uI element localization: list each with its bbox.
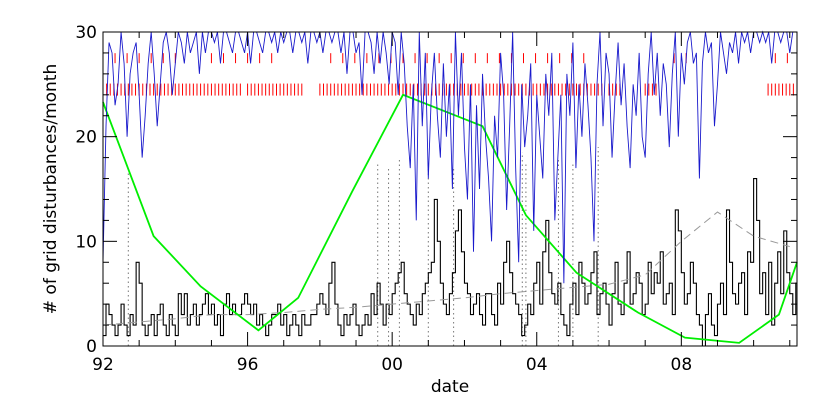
- x-tick-label: 04: [526, 355, 548, 375]
- dotted-marker-group: [127, 147, 599, 346]
- x-tick-label: 08: [671, 355, 693, 375]
- y-tick-label: 30: [75, 23, 97, 43]
- y-tick-label: 20: [75, 128, 97, 148]
- y-tick-label: 0: [86, 337, 97, 357]
- plot-frame: [102, 31, 798, 347]
- y-axis-title: # of grid disturbances/month: [41, 64, 61, 314]
- x-tick-label: 92: [92, 355, 114, 375]
- y-tick-label: 10: [75, 232, 97, 252]
- x-tick-label: 00: [381, 355, 403, 375]
- blue_series-series-line: [102, 30, 796, 284]
- red-event-group: [102, 53, 794, 96]
- disturbances-series-line: [103, 177, 797, 347]
- axes-group: 92 96 00 04 08 0 10 20 30: [75, 23, 797, 375]
- sunspot_cycle-series-line: [102, 93, 798, 344]
- x-axis-title: date: [431, 377, 469, 397]
- series-group: [102, 30, 798, 347]
- smoothed-series-line: [102, 211, 790, 326]
- x-tick-label: 96: [237, 355, 259, 375]
